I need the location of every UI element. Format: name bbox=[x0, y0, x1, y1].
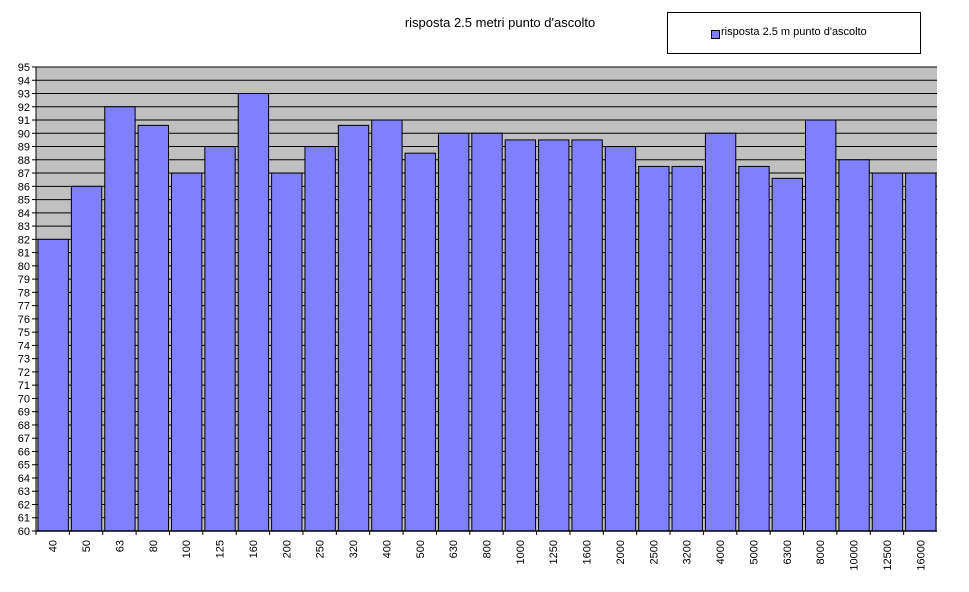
x-tick-label: 630 bbox=[448, 540, 460, 558]
bar-125 bbox=[204, 146, 236, 532]
bar-80 bbox=[137, 124, 169, 532]
x-tick-label: 1250 bbox=[548, 540, 560, 564]
bar-10000 bbox=[838, 159, 870, 532]
y-tick-label: 73 bbox=[18, 354, 30, 366]
bar-400 bbox=[371, 119, 403, 532]
bar-1000 bbox=[504, 139, 537, 532]
y-tick-label: 91 bbox=[18, 115, 30, 127]
bars bbox=[37, 93, 937, 532]
x-tick-label: 8000 bbox=[815, 540, 827, 564]
bar-100 bbox=[170, 172, 203, 532]
bar-5000 bbox=[738, 165, 770, 532]
y-tick-label: 74 bbox=[18, 340, 30, 352]
y-tick-label: 75 bbox=[18, 327, 30, 339]
bar-4000 bbox=[704, 132, 737, 532]
x-tick-label: 16000 bbox=[915, 540, 927, 571]
y-tick-label: 66 bbox=[18, 446, 30, 458]
x-tick-label: 10000 bbox=[849, 540, 861, 571]
legend: risposta 2.5 m punto d'ascolto bbox=[667, 12, 921, 54]
x-tick-label: 320 bbox=[348, 540, 360, 558]
y-tick-label: 90 bbox=[18, 128, 30, 140]
y-tick-label: 84 bbox=[18, 208, 30, 220]
bar-16000 bbox=[905, 172, 937, 532]
y-tick-label: 60 bbox=[18, 526, 30, 538]
bar-12500 bbox=[871, 172, 904, 532]
legend-label: risposta 2.5 m punto d'ascolto bbox=[721, 26, 867, 38]
bar-63 bbox=[104, 106, 136, 532]
bar-250 bbox=[304, 146, 336, 532]
x-tick-label: 6300 bbox=[782, 540, 794, 564]
y-tick-label: 92 bbox=[18, 102, 30, 114]
x-tick-label: 80 bbox=[148, 540, 160, 552]
y-tick-label: 81 bbox=[18, 248, 30, 260]
x-axis-ticks: 40 50 63 80 100 125 160 200 250 320 400 500 630 800 10… bbox=[35, 531, 927, 571]
y-tick-label: 94 bbox=[18, 75, 30, 87]
bar-1250 bbox=[538, 139, 570, 532]
x-tick-label: 800 bbox=[482, 540, 494, 558]
x-tick-label: 200 bbox=[281, 540, 293, 558]
x-tick-label: 50 bbox=[81, 540, 93, 552]
y-tick-label: 95 bbox=[18, 62, 30, 74]
bar-800 bbox=[471, 132, 503, 532]
x-tick-label: 125 bbox=[215, 540, 227, 558]
x-tick-label: 4000 bbox=[715, 540, 727, 564]
x-tick-label: 100 bbox=[181, 540, 193, 558]
y-tick-label: 70 bbox=[18, 393, 30, 405]
bar-3200 bbox=[671, 165, 703, 532]
x-tick-label: 40 bbox=[48, 540, 60, 552]
y-tick-label: 78 bbox=[18, 287, 30, 299]
legend-swatch bbox=[711, 30, 720, 39]
y-tick-label: 79 bbox=[18, 274, 30, 286]
y-tick-label: 85 bbox=[18, 195, 30, 207]
y-tick-label: 89 bbox=[18, 142, 30, 154]
y-tick-label: 86 bbox=[18, 181, 30, 193]
x-tick-label: 400 bbox=[381, 540, 393, 558]
bar-1600 bbox=[571, 139, 603, 532]
y-tick-label: 62 bbox=[18, 499, 30, 511]
x-tick-label: 250 bbox=[315, 540, 327, 558]
y-tick-label: 72 bbox=[18, 367, 30, 379]
y-tick-label: 67 bbox=[18, 433, 30, 445]
x-tick-label: 1000 bbox=[515, 540, 527, 564]
x-tick-label: 5000 bbox=[748, 540, 760, 564]
bar-320 bbox=[337, 124, 370, 532]
y-tick-label: 65 bbox=[18, 460, 30, 472]
y-tick-label: 69 bbox=[18, 407, 30, 419]
bar-500 bbox=[404, 152, 436, 532]
bar-2000 bbox=[604, 146, 637, 532]
y-tick-label: 93 bbox=[18, 89, 30, 101]
y-tick-label: 80 bbox=[18, 261, 30, 273]
bar-630 bbox=[437, 132, 470, 532]
y-tick-label: 64 bbox=[18, 473, 30, 485]
x-tick-label: 12500 bbox=[882, 540, 894, 571]
bar-40 bbox=[37, 238, 69, 532]
y-tick-label: 68 bbox=[18, 420, 30, 432]
bar-8000 bbox=[805, 119, 837, 532]
bar-160 bbox=[237, 93, 270, 532]
y-tick-label: 82 bbox=[18, 234, 30, 246]
x-tick-label: 1600 bbox=[582, 540, 594, 564]
chart-title: risposta 2.5 metri punto d'ascolto bbox=[404, 15, 596, 30]
bar-50 bbox=[70, 185, 103, 532]
x-tick-label: 63 bbox=[114, 540, 126, 552]
bar-200 bbox=[271, 172, 303, 532]
y-tick-label: 88 bbox=[18, 155, 30, 167]
y-tick-label: 83 bbox=[18, 221, 30, 233]
x-tick-label: 2500 bbox=[648, 540, 660, 564]
y-tick-label: 76 bbox=[18, 314, 30, 326]
y-tick-label: 87 bbox=[18, 168, 30, 180]
bar-6300 bbox=[771, 177, 804, 532]
y-tick-label: 61 bbox=[18, 513, 30, 525]
x-tick-label: 160 bbox=[248, 540, 260, 558]
bar-2500 bbox=[638, 165, 670, 532]
x-tick-label: 3200 bbox=[682, 540, 694, 564]
y-tick-label: 71 bbox=[18, 380, 30, 392]
x-tick-label: 500 bbox=[415, 540, 427, 558]
y-tick-label: 77 bbox=[18, 301, 30, 313]
y-tick-label: 63 bbox=[18, 486, 30, 498]
x-tick-label: 2000 bbox=[615, 540, 627, 564]
